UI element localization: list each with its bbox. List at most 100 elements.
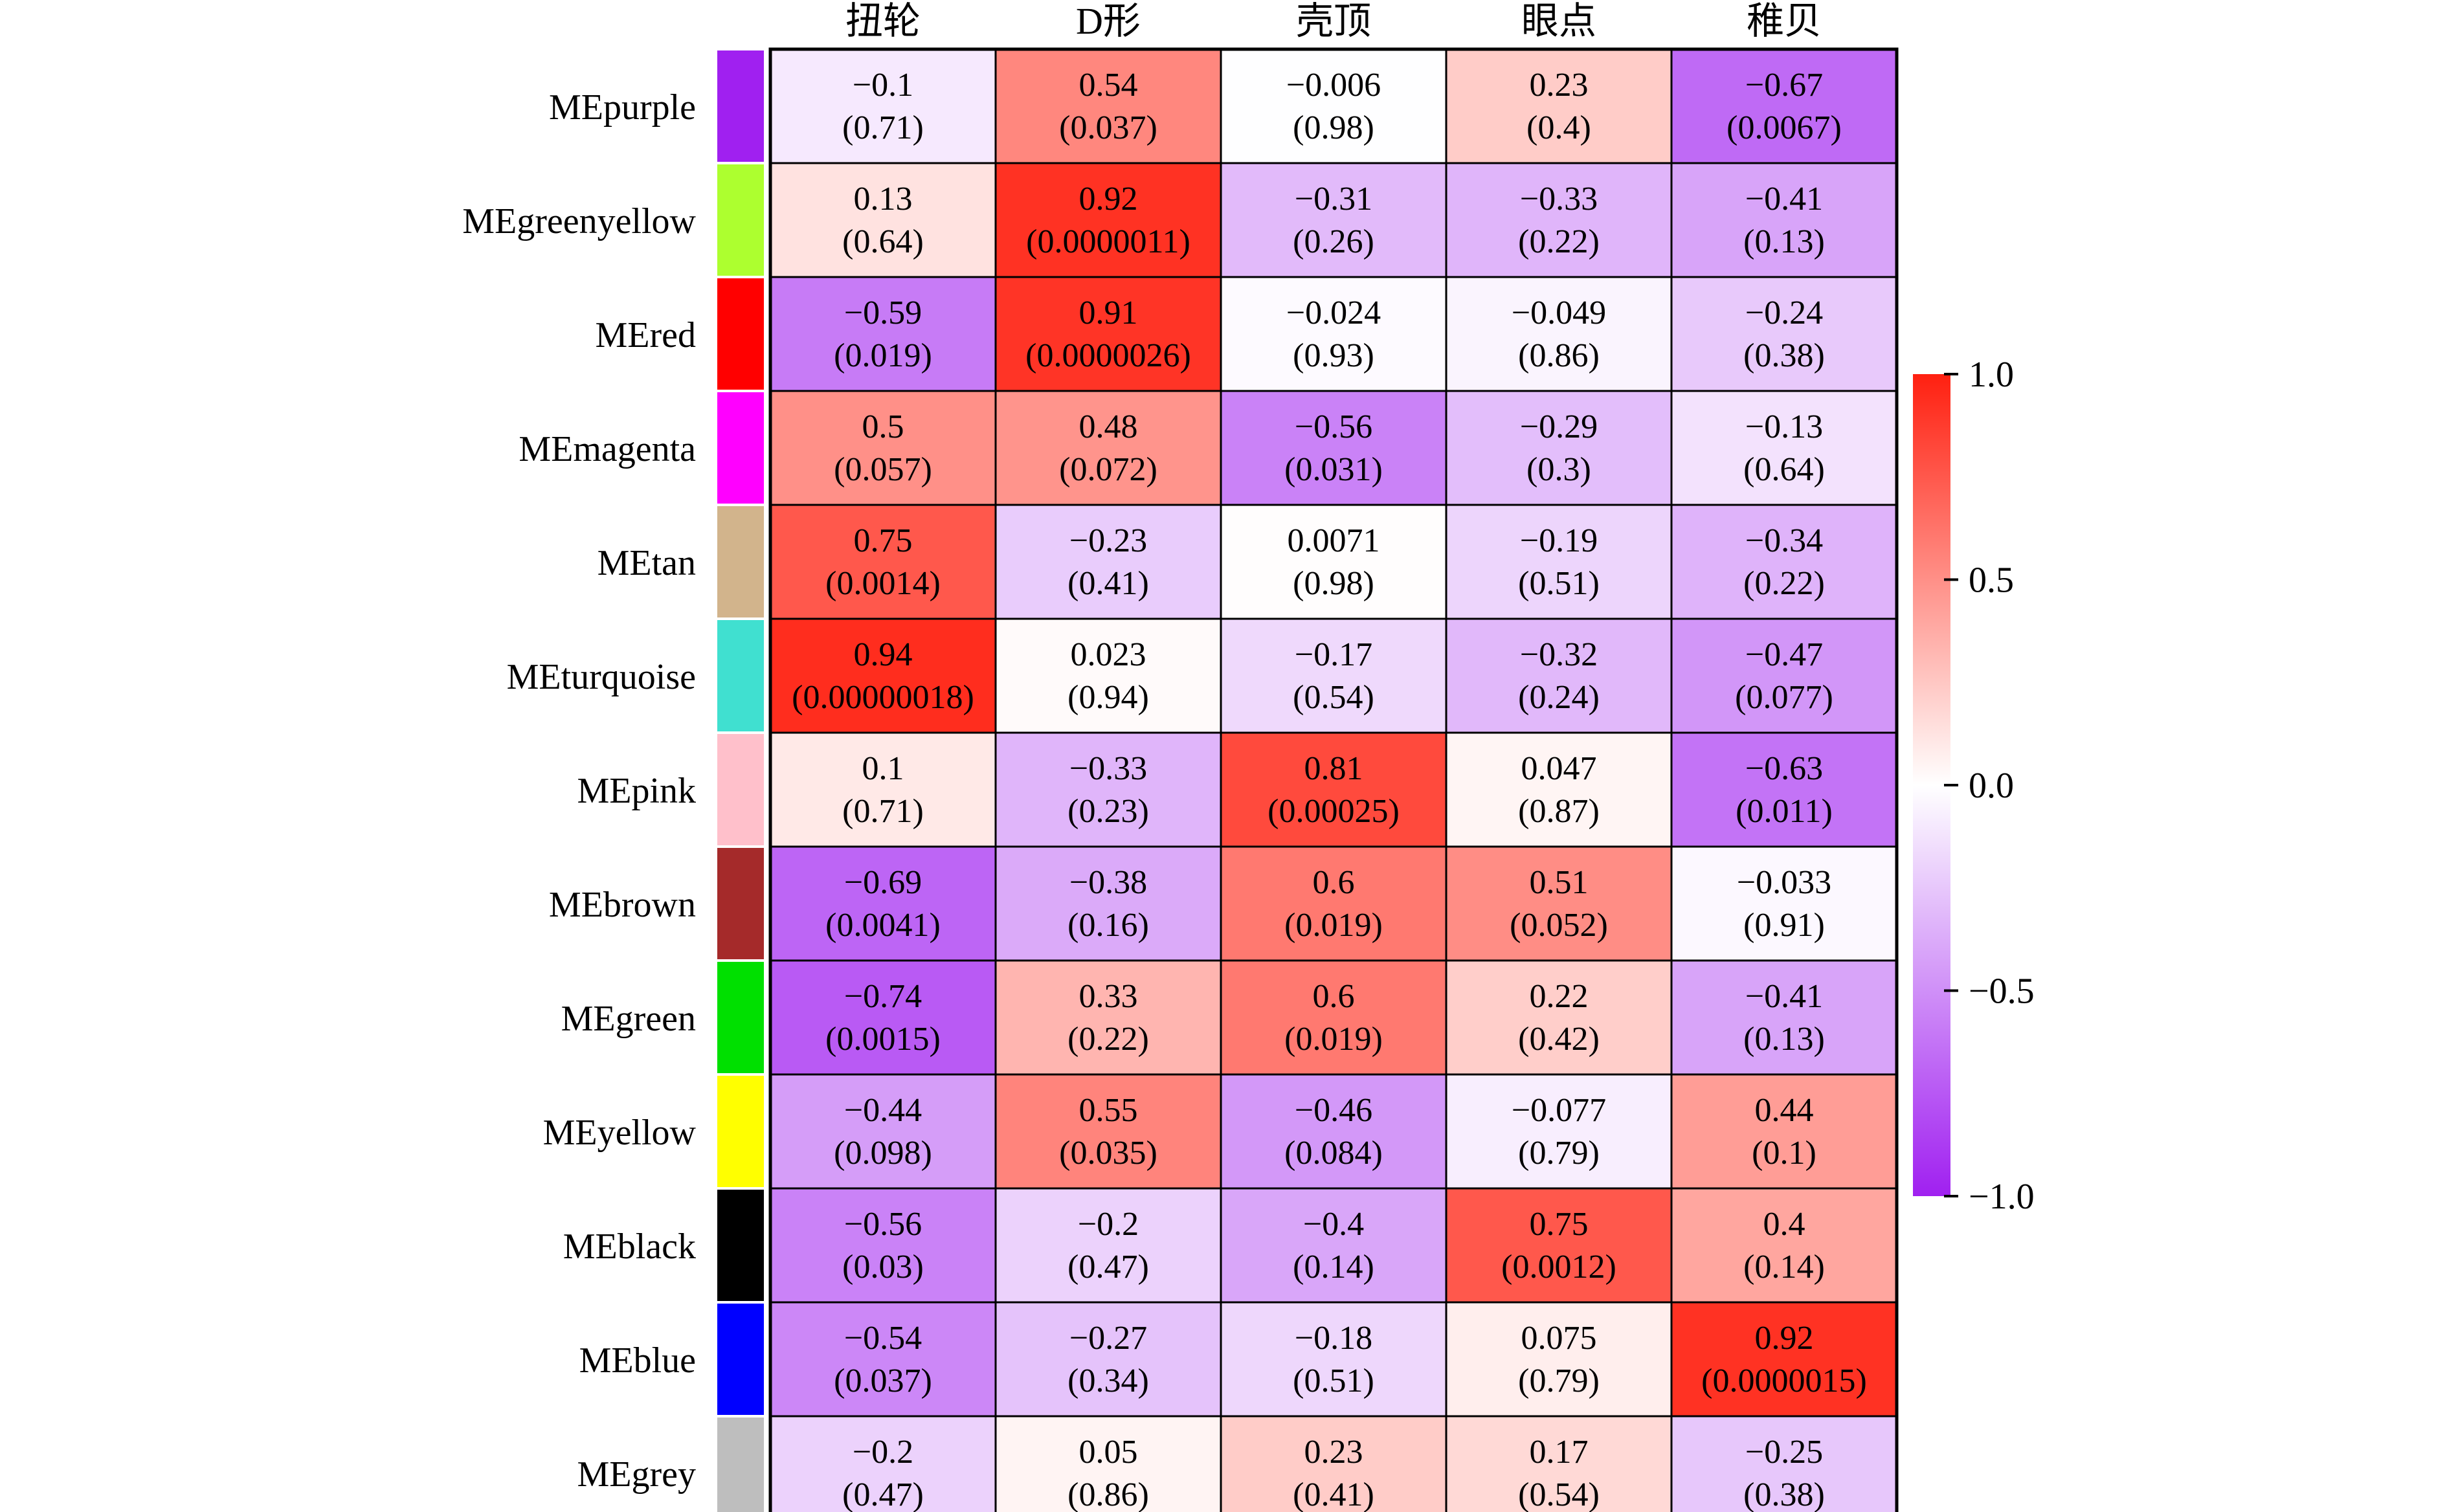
cell-correlation-label: 0.075	[1521, 1320, 1597, 1357]
cell-correlation-label: −0.44	[844, 1092, 922, 1129]
cell-correlation-label: −0.46	[1295, 1092, 1372, 1129]
module-color-swatch	[717, 1418, 764, 1512]
cell-correlation-label: 0.55	[1079, 1092, 1138, 1129]
cell-correlation-label: −0.38	[1069, 864, 1147, 901]
cell-correlation-label: 0.75	[1530, 1206, 1589, 1243]
cell-pvalue-label: (0.084)	[1284, 1135, 1383, 1172]
cell-pvalue-label: (0.86)	[1518, 337, 1600, 374]
cell-pvalue-label: (0.098)	[834, 1135, 932, 1172]
heatmap-cell	[1670, 731, 1898, 848]
heatmap-cell	[769, 1301, 997, 1418]
module-color-swatch	[717, 506, 764, 617]
heatmap-cell	[994, 504, 1222, 620]
module-color-swatch	[717, 962, 764, 1073]
cell-pvalue-label: (0.22)	[1743, 565, 1825, 602]
heatmap-cell	[994, 390, 1222, 506]
cell-correlation-label: −0.74	[844, 978, 922, 1015]
cell-pvalue-label: (0.47)	[842, 1476, 924, 1512]
cell-pvalue-label: (0.0000015)	[1701, 1362, 1867, 1399]
cell-pvalue-label: (0.057)	[834, 451, 932, 488]
cell-correlation-label: 0.54	[1079, 67, 1138, 104]
heatmap-cell	[1220, 390, 1447, 506]
cell-pvalue-label: (0.38)	[1743, 337, 1825, 374]
cell-correlation-label: 0.6	[1313, 864, 1355, 901]
heatmap-cell	[1445, 390, 1673, 506]
cell-correlation-label: −0.077	[1512, 1092, 1606, 1129]
heatmap-cell	[1220, 959, 1447, 1076]
color-scale-tick-label: 0.0	[1969, 766, 2014, 806]
heatmap-cell	[1670, 390, 1898, 506]
cell-correlation-label: −0.4	[1303, 1206, 1364, 1243]
heatmap-cell	[1220, 276, 1447, 392]
module-color-swatch	[717, 50, 764, 162]
cell-pvalue-label: (0.71)	[842, 793, 924, 830]
cell-pvalue-label: (0.98)	[1293, 565, 1374, 602]
heatmap-cells: −0.1 (0.71) 0.54 (0.037) −0.006 (0.98) 0.23 (0.…	[769, 48, 1898, 1512]
heatmap-cell	[1220, 617, 1447, 734]
cell-pvalue-label: (0.031)	[1284, 451, 1383, 488]
cell-pvalue-label: (0.94)	[1067, 679, 1149, 716]
heatmap-cell	[1445, 1187, 1673, 1304]
heatmap-cell	[1220, 162, 1447, 278]
cell-pvalue-label: (0.98)	[1293, 109, 1374, 146]
cell-pvalue-label: (0.0067)	[1726, 109, 1842, 146]
heatmap-cell	[1670, 1073, 1898, 1190]
cell-pvalue-label: (0.00025)	[1268, 793, 1400, 830]
column-label: 扭轮	[845, 0, 921, 42]
cell-pvalue-label: (0.23)	[1067, 793, 1149, 830]
cell-correlation-label: −0.67	[1745, 67, 1823, 104]
cell-pvalue-label: (0.00000018)	[792, 679, 974, 716]
cell-correlation-label: −0.56	[844, 1206, 922, 1243]
row-label: MEpurple	[549, 87, 696, 128]
cell-correlation-label: −0.2	[853, 1434, 913, 1471]
cell-pvalue-label: (0.052)	[1510, 907, 1608, 944]
heatmap-cell	[1220, 1415, 1447, 1512]
cell-pvalue-label: (0.41)	[1293, 1476, 1374, 1512]
row-labels: MEpurple MEgreenyellow MEred MEmagenta MEtan…	[462, 87, 696, 1495]
cell-pvalue-label: (0.0000011)	[1026, 223, 1190, 260]
cell-correlation-label: 0.5	[862, 408, 904, 445]
module-color-swatch	[717, 1304, 764, 1415]
cell-correlation-label: −0.24	[1745, 295, 1823, 331]
cell-pvalue-label: (0.035)	[1059, 1135, 1157, 1172]
heatmap-cell	[994, 617, 1222, 734]
module-color-strip	[717, 50, 764, 1512]
heatmap-cell	[769, 1073, 997, 1190]
heatmap-border	[768, 47, 1899, 1512]
heatmap-cell	[769, 48, 997, 164]
cell-correlation-label: −0.54	[844, 1320, 922, 1357]
cell-correlation-label: 0.44	[1755, 1092, 1814, 1129]
heatmap-cell	[1220, 1073, 1447, 1190]
module-color-swatch	[717, 734, 764, 845]
heatmap-cell	[1445, 1301, 1673, 1418]
heatmap-cell	[1670, 959, 1898, 1076]
row-label: MEgreen	[561, 999, 696, 1039]
cell-correlation-label: 0.91	[1079, 295, 1138, 331]
module-color-swatch	[717, 1076, 764, 1187]
cell-pvalue-label: (0.14)	[1293, 1249, 1374, 1285]
cell-correlation-label: 0.33	[1079, 978, 1138, 1015]
cell-pvalue-label: (0.51)	[1293, 1362, 1374, 1399]
cell-pvalue-label: (0.71)	[842, 109, 924, 146]
cell-pvalue-label: (0.26)	[1293, 223, 1374, 260]
cell-correlation-label: 0.22	[1530, 978, 1589, 1015]
module-color-swatch	[717, 392, 764, 504]
color-scale-ticks: 1.0 0.5 0.0 −0.5 −1.0	[1944, 355, 2035, 1217]
cell-pvalue-label: (0.13)	[1743, 1021, 1825, 1058]
heatmap-cell	[1670, 1415, 1898, 1512]
cell-correlation-label: 0.4	[1763, 1206, 1805, 1243]
cell-correlation-label: 0.23	[1530, 67, 1589, 104]
cell-correlation-label: 0.023	[1071, 636, 1146, 673]
cell-correlation-label: 0.92	[1755, 1320, 1814, 1357]
heatmap-cell	[1670, 48, 1898, 164]
heatmap-cell	[1220, 504, 1447, 620]
module-color-swatch	[717, 1190, 764, 1301]
cell-correlation-label: 0.13	[854, 181, 913, 217]
cell-correlation-label: 0.92	[1079, 181, 1138, 217]
cell-pvalue-label: (0.51)	[1518, 565, 1600, 602]
cell-pvalue-label: (0.64)	[842, 223, 924, 260]
cell-pvalue-label: (0.47)	[1067, 1249, 1149, 1285]
cell-correlation-label: −0.32	[1520, 636, 1598, 673]
cell-pvalue-label: (0.0014)	[825, 565, 941, 602]
